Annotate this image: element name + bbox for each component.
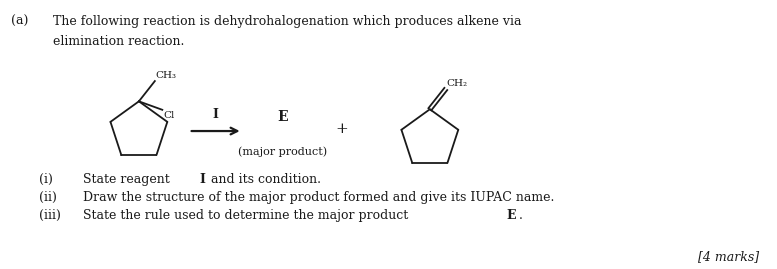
Text: (iii): (iii) bbox=[40, 209, 61, 222]
Text: .: . bbox=[518, 209, 522, 222]
Text: [4 marks]: [4 marks] bbox=[698, 250, 758, 263]
Text: I: I bbox=[213, 108, 218, 121]
Text: Cl: Cl bbox=[163, 111, 175, 120]
Text: Draw the structure of the major product formed and give its IUPAC name.: Draw the structure of the major product … bbox=[83, 191, 555, 204]
Text: (a): (a) bbox=[12, 15, 29, 28]
Text: (major product): (major product) bbox=[238, 147, 327, 157]
Text: elimination reaction.: elimination reaction. bbox=[53, 35, 185, 48]
Text: (i): (i) bbox=[40, 173, 53, 186]
Text: +: + bbox=[336, 122, 349, 136]
Text: CH₃: CH₃ bbox=[156, 71, 177, 80]
Text: The following reaction is dehydrohalogenation which produces alkene via: The following reaction is dehydrohalogen… bbox=[53, 15, 521, 28]
Text: E: E bbox=[507, 209, 516, 222]
Text: CH₂: CH₂ bbox=[447, 79, 468, 88]
Text: State reagent: State reagent bbox=[83, 173, 174, 186]
Text: State the rule used to determine the major product: State the rule used to determine the maj… bbox=[83, 209, 413, 222]
Text: and its condition.: and its condition. bbox=[207, 173, 322, 186]
Text: (ii): (ii) bbox=[40, 191, 57, 204]
Text: E: E bbox=[277, 110, 287, 124]
Text: I: I bbox=[200, 173, 206, 186]
